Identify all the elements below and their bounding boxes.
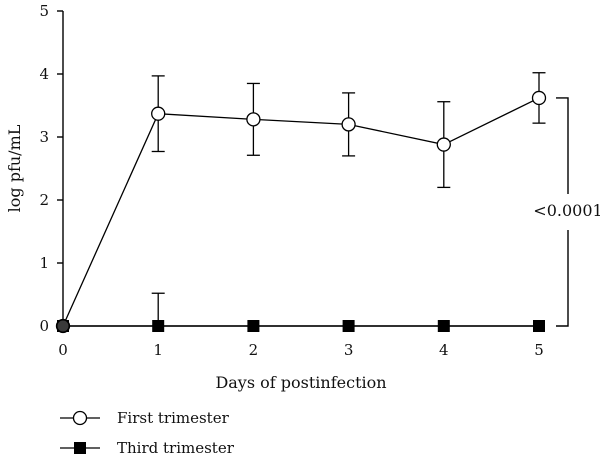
p-value-label: <0.0001: [533, 201, 600, 220]
x-tick-label: 5: [534, 341, 544, 359]
legend-marker: [72, 410, 88, 426]
series-line: [62, 97, 540, 327]
series-first-trimester: [55, 72, 547, 334]
legend-item: Third trimester: [60, 439, 235, 457]
data-point: [437, 320, 450, 332]
x-axis-label: Days of postinfection: [215, 373, 386, 392]
data-point: [152, 320, 165, 332]
y-tick-label: 2: [39, 191, 49, 209]
y-tick-label: 0: [39, 317, 49, 335]
legend-label: First trimester: [117, 409, 230, 427]
data-point: [341, 117, 356, 132]
data-point: [151, 106, 166, 121]
data-point: [246, 112, 261, 127]
origin-point: [56, 319, 70, 333]
legend: First trimester Third trimester: [60, 409, 235, 457]
x-tick-label: 2: [249, 341, 259, 359]
axes: [62, 11, 539, 327]
x-tick-label: 4: [439, 341, 449, 359]
data-point: [533, 320, 545, 332]
x-tick-label: 3: [344, 341, 354, 359]
legend-item: First trimester: [60, 409, 230, 427]
x-ticks: 0 1 2 3 4 5: [58, 326, 544, 359]
plot-area: [55, 72, 547, 334]
y-tick-label: 4: [39, 65, 49, 83]
data-point: [436, 137, 451, 152]
data-point: [531, 90, 547, 106]
y-tick-label: 3: [39, 128, 49, 146]
y-axis-label: log pfu/mL: [5, 124, 24, 212]
significance-bracket: [556, 97, 569, 327]
data-point: [247, 320, 260, 332]
y-ticks: 0 1 2 3 4 5: [39, 2, 63, 335]
legend-label: Third trimester: [117, 439, 235, 457]
significance-annotation: <0.0001: [533, 97, 600, 327]
data-point: [342, 320, 355, 332]
x-tick-label: 0: [58, 341, 68, 359]
y-tick-label: 5: [39, 2, 49, 20]
x-tick-label: 1: [153, 341, 163, 359]
legend-marker: [74, 442, 86, 454]
y-tick-label: 1: [39, 254, 49, 272]
series-third-trimester: [57, 292, 545, 332]
